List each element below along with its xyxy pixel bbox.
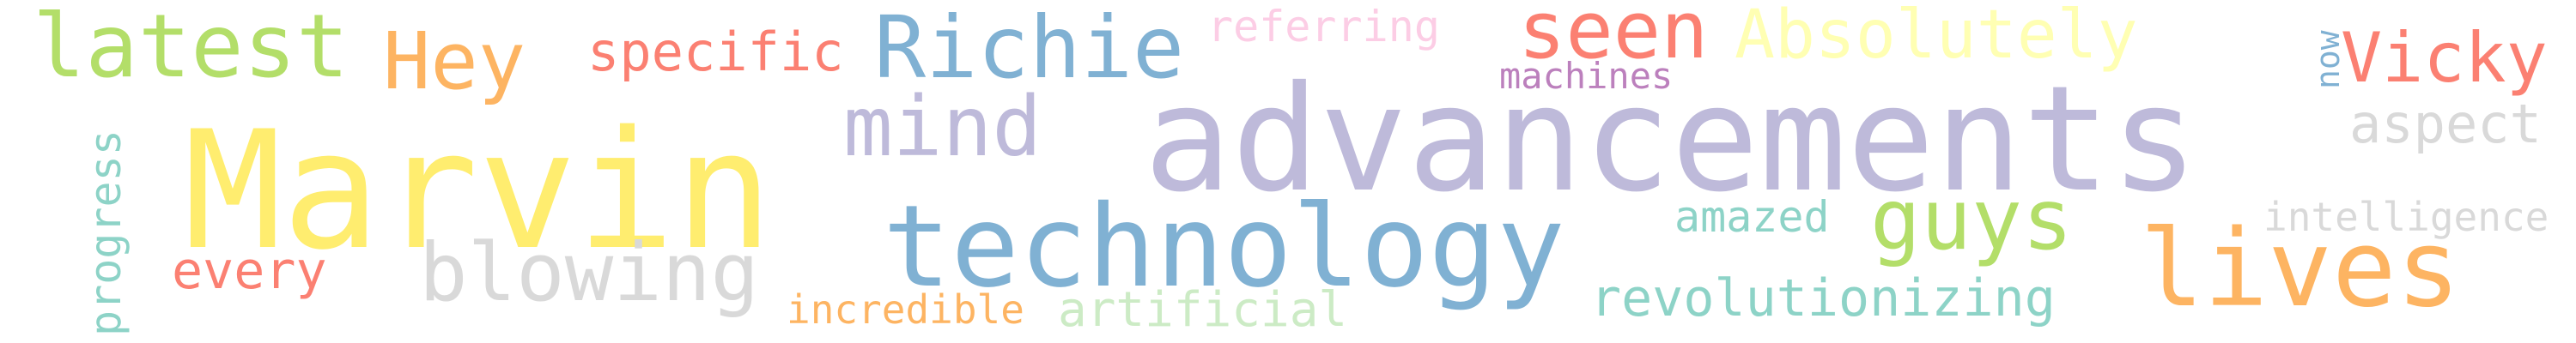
word-artificial: artificial [1058,282,1348,338]
word-richie: Richie [874,0,1185,98]
word-vicky: Vicky [2341,18,2548,98]
word-intelligence: intelligence [2263,194,2549,240]
word-lives: lives [2140,208,2461,331]
word-advancements: advancements [1144,55,2199,225]
word-guys: guys [1870,172,2074,269]
word-marvin: Marvin [184,96,774,286]
word-progress: progress [81,129,131,336]
word-aspect: aspect [2349,93,2542,155]
word-latest: latest [33,0,349,98]
word-amazed: amazed [1674,192,1830,242]
word-seen: seen [1518,0,1709,76]
word-specific: specific [587,21,844,83]
word-technology: technology [883,181,1565,313]
word-incredible: incredible [787,286,1024,333]
word-machines: machines [1499,55,1674,97]
word-referring: referring [1207,2,1440,51]
word-absolutely: Absolutely [1735,0,2138,74]
word-mind: mind [843,79,1042,175]
word-every: every [172,241,327,301]
word-revolutionizing: revolutionizing [1590,268,2056,328]
word-hey: Hey [383,15,526,107]
word-blowing: blowing [419,226,760,320]
word-now: now [2309,30,2347,89]
